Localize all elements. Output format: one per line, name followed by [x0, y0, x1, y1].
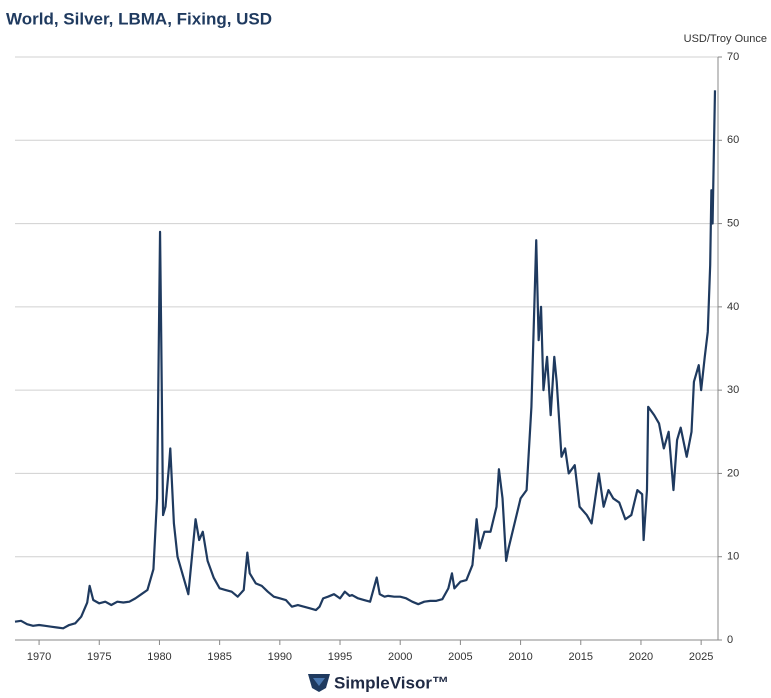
- x-tick-label: 2020: [629, 651, 653, 663]
- x-tick-label: 1975: [87, 651, 111, 663]
- x-tick-label: 1970: [27, 651, 51, 663]
- x-tick-label: 2005: [448, 651, 472, 663]
- x-tick-label: 2025: [689, 651, 713, 663]
- logo-text: SimpleVisor™: [334, 673, 449, 692]
- line: [14, 90, 717, 630]
- chart-title: World, Silver, LBMA, Fixing, USD: [6, 9, 272, 28]
- y-tick-label: 50: [727, 217, 739, 229]
- x-tick-label: 1985: [207, 651, 231, 663]
- y-axis-label: USD/Troy Ounce: [684, 33, 767, 45]
- y-tick-label: 0: [727, 634, 733, 646]
- x-tick-label: 2010: [508, 651, 532, 663]
- x-tick-label: 1990: [268, 651, 292, 663]
- x-tick-label: 1995: [328, 651, 352, 663]
- x-tick-label: 1980: [147, 651, 171, 663]
- y-tick-label: 40: [727, 301, 739, 313]
- logo-icon: [308, 674, 330, 692]
- x-tick-label: 2015: [569, 651, 593, 663]
- y-tick-label: 10: [727, 551, 739, 563]
- y-tick-label: 70: [727, 51, 739, 63]
- x-tick-label: 2000: [388, 651, 412, 663]
- y-tick-label: 30: [727, 384, 739, 396]
- y-tick-label: 60: [727, 134, 739, 146]
- y-tick-label: 20: [727, 467, 739, 479]
